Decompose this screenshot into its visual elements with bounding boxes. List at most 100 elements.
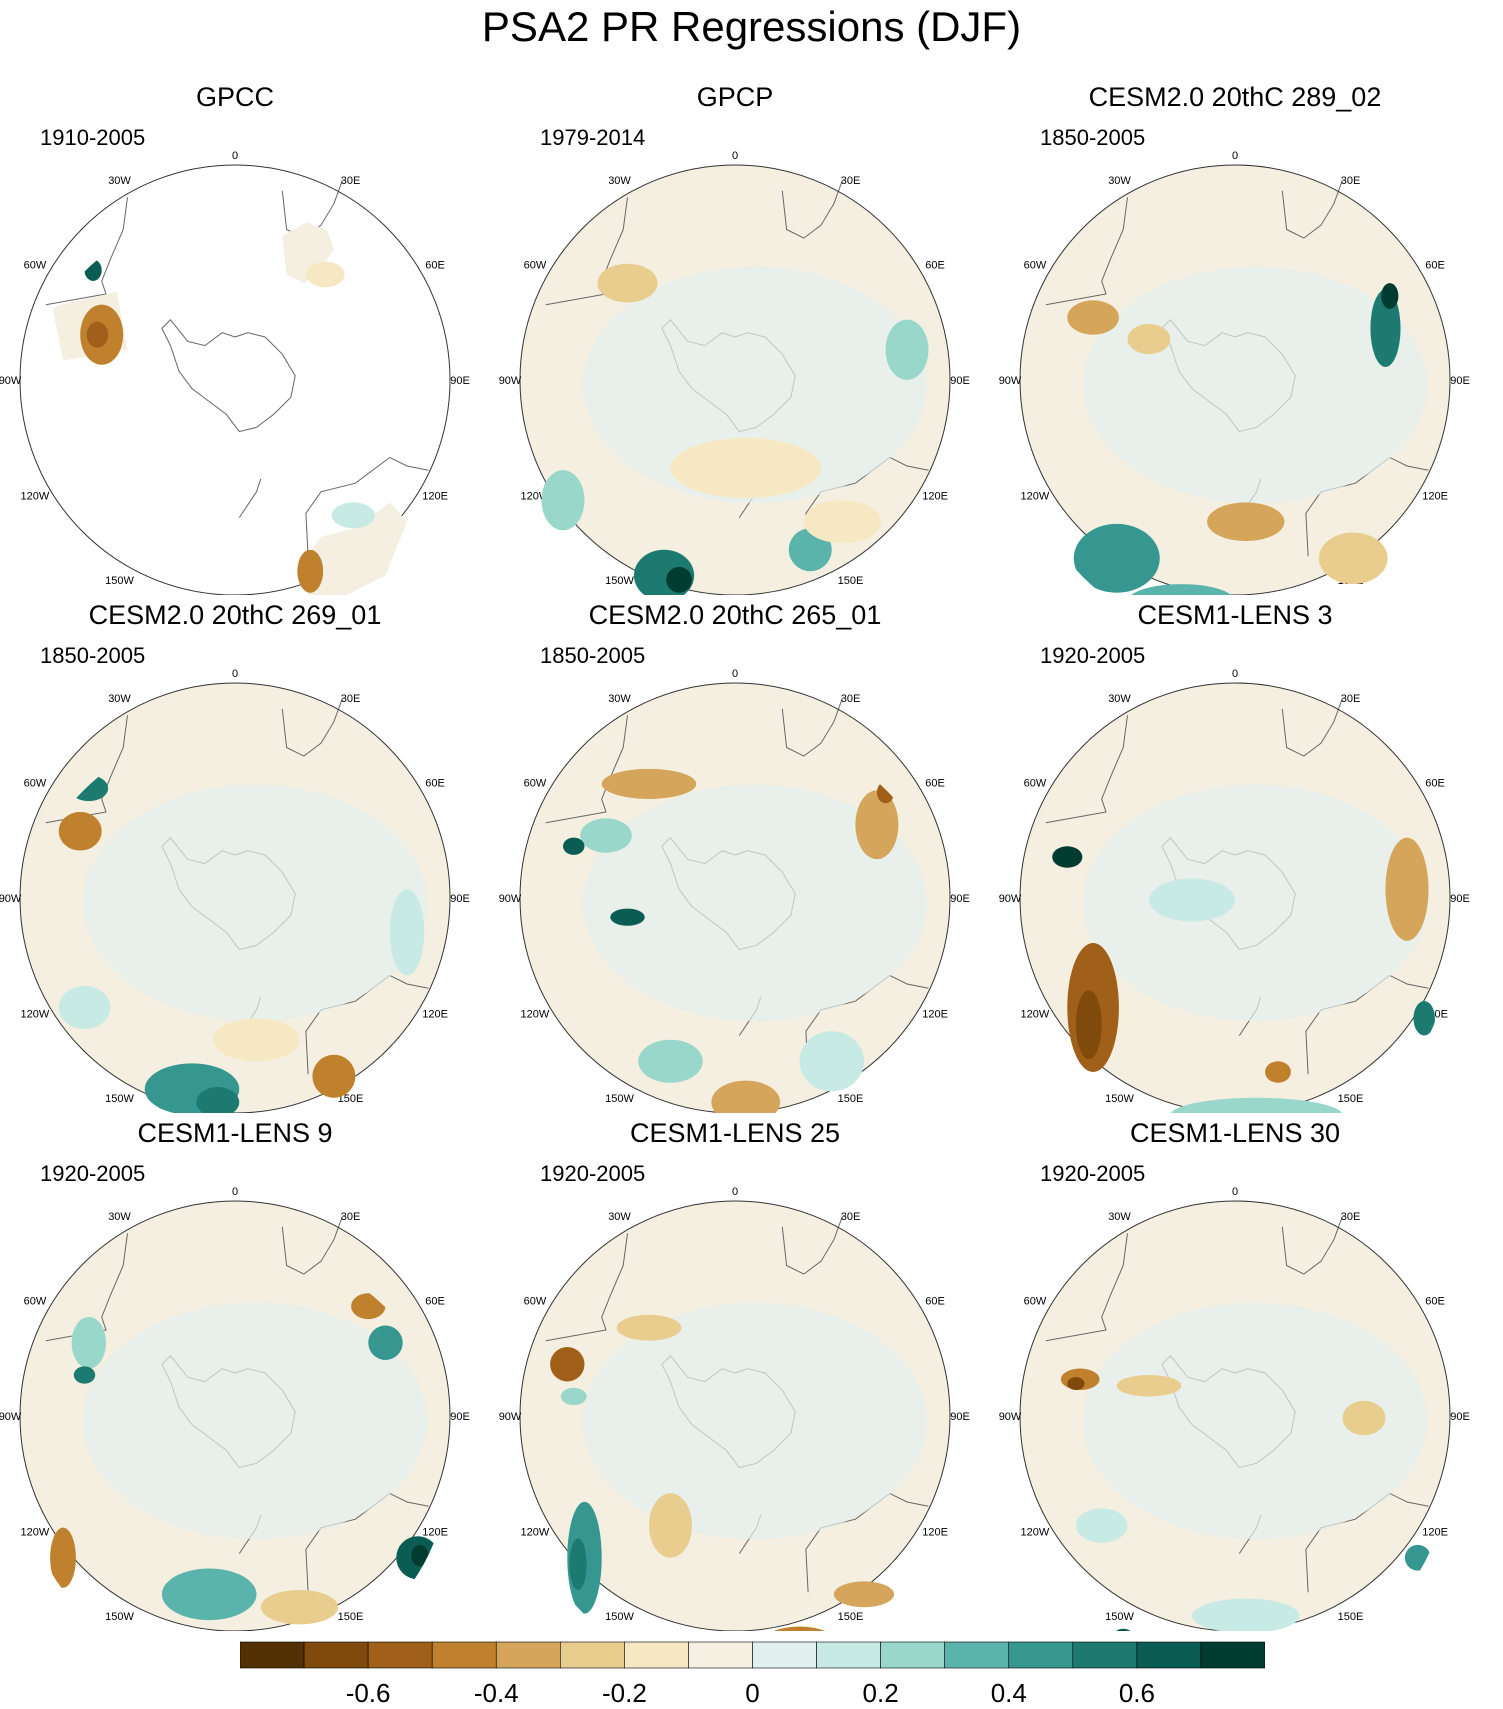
anomaly-contour xyxy=(213,1018,300,1062)
anomaly-contour xyxy=(1067,300,1119,335)
map-border xyxy=(19,1200,451,1631)
coastline xyxy=(305,1492,429,1593)
longitude-label: 90E xyxy=(1450,375,1470,387)
longitude-label: 150E xyxy=(838,1611,864,1623)
longitude-label: 90E xyxy=(1450,893,1470,905)
field-shading xyxy=(83,784,427,1022)
coastline xyxy=(1045,1233,1128,1342)
longitude-label: 90E xyxy=(450,1411,470,1423)
panel-title: CESM1-LENS 9 xyxy=(137,1118,333,1148)
longitude-label: 150W xyxy=(105,1611,134,1623)
longitude-label: 60E xyxy=(425,1296,445,1308)
anomaly-contour xyxy=(833,1581,895,1608)
panel-title: CESM2.0 20thC 265_01 xyxy=(588,600,882,630)
longitude-label: 0 xyxy=(1232,1186,1238,1198)
anomaly-contour xyxy=(1067,1377,1085,1391)
period-label: 1920-2005 xyxy=(1040,1161,1146,1186)
colorbar-bin xyxy=(880,1641,945,1669)
coastline xyxy=(781,179,843,239)
longitude-label: 120E xyxy=(422,1009,448,1021)
anomaly-contour xyxy=(1265,1061,1291,1083)
anomaly-contour xyxy=(389,889,425,976)
anomaly-contour xyxy=(1192,1598,1300,1631)
longitude-label: 30W xyxy=(108,1211,131,1223)
colorbar-tick-label: 0.4 xyxy=(991,1678,1027,1708)
coastline xyxy=(805,456,929,557)
anomaly-contour xyxy=(73,1366,96,1384)
longitude-label: 120E xyxy=(422,1527,448,1539)
longitude-label: 150W xyxy=(605,575,634,587)
longitude-label: 30E xyxy=(341,693,361,705)
anomaly-contour xyxy=(58,986,111,1029)
field-shading xyxy=(1083,266,1427,504)
longitude-label: 120E xyxy=(1422,1527,1448,1539)
colorbar-bin xyxy=(816,1641,881,1669)
longitude-label: 30W xyxy=(108,693,131,705)
longitude-label: 150W xyxy=(1105,1093,1134,1105)
figure-title: PSA2 PR Regressions (DJF) xyxy=(481,3,1022,50)
anomaly-contour xyxy=(1342,1400,1386,1436)
longitude-label: 30E xyxy=(341,175,361,187)
panel-title: CESM2.0 20thC 269_01 xyxy=(88,600,382,630)
longitude-label: 30W xyxy=(608,175,631,187)
polar-map: 030E60E90E120E150E180150W120W90W60W30W xyxy=(0,150,470,595)
map-border xyxy=(519,682,951,1113)
longitude-label: 90E xyxy=(950,893,970,905)
colorbar-bin xyxy=(1008,1641,1074,1669)
coastline xyxy=(281,1215,343,1275)
longitude-label: 150W xyxy=(105,575,134,587)
longitude-label: 60W xyxy=(24,260,47,272)
longitude-label: 60E xyxy=(425,778,445,790)
longitude-label: 0 xyxy=(1232,668,1238,680)
anomaly-contour xyxy=(580,818,632,853)
anomaly-contour xyxy=(1370,289,1401,367)
longitude-label: 30E xyxy=(841,175,861,187)
land-shading xyxy=(305,502,407,595)
colorbar-bin xyxy=(1136,1641,1202,1669)
longitude-label: 120W xyxy=(1021,1009,1050,1021)
colorbar-tick-label: 0.2 xyxy=(863,1678,899,1708)
anomaly-contour xyxy=(541,470,585,531)
coastline xyxy=(1305,1492,1429,1593)
colorbar-bin xyxy=(431,1641,497,1669)
anomaly-contour xyxy=(1318,532,1388,585)
longitude-label: 60W xyxy=(1024,260,1047,272)
field-shading xyxy=(583,1302,927,1540)
coastline xyxy=(1281,179,1343,239)
anomaly-contour xyxy=(312,1054,356,1098)
anomaly-contour xyxy=(649,1493,692,1558)
map-panel: CESM2.0 20thC 269_01 0 30E 60E 90E 120E 150E 18… xyxy=(0,598,470,1113)
longitude-label: 120E xyxy=(922,1527,948,1539)
longitude-label: 90W xyxy=(499,375,522,387)
longitude-label: 0 xyxy=(1232,150,1238,162)
map-panel: GPCP030E60E90E120E150E180150W120W90W60W3… xyxy=(499,80,970,595)
longitude-label: 0 xyxy=(732,150,738,162)
anomaly-contour xyxy=(610,908,645,926)
anomaly-contour xyxy=(597,263,658,303)
anomaly-contour xyxy=(616,1314,682,1341)
anomaly-contour xyxy=(1170,1097,1343,1113)
longitude-label: 90E xyxy=(450,375,470,387)
longitude-label: 90W xyxy=(999,375,1022,387)
panel-title: CESM1-LENS 3 xyxy=(1137,600,1333,630)
anomaly-contour xyxy=(1116,1375,1182,1397)
anomaly-contour xyxy=(799,1031,864,1092)
period-label: 1920-2005 xyxy=(1040,643,1146,668)
longitude-label: 60W xyxy=(1024,1296,1047,1308)
longitude-label: 150E xyxy=(838,1093,864,1105)
colorbar-tick-label: 0.6 xyxy=(1119,1678,1155,1708)
anomaly-contour xyxy=(1381,283,1399,309)
period-label: 1979-2014 xyxy=(540,125,646,150)
anomaly-contour xyxy=(331,502,375,529)
anomaly-contour xyxy=(297,549,324,593)
panel-title: CESM1-LENS 30 xyxy=(1129,1118,1341,1148)
map-border xyxy=(519,164,951,595)
longitude-label: 30E xyxy=(841,1211,861,1223)
polar-map: 030E60E90E120E150E180150W120W90W60W30W xyxy=(499,150,970,595)
longitude-label: 120W xyxy=(1021,491,1050,503)
coastline xyxy=(1045,715,1128,824)
anomaly-contour xyxy=(1127,584,1235,595)
longitude-label: 90E xyxy=(950,1411,970,1423)
coastline xyxy=(1281,697,1343,757)
panel-title: GPCP xyxy=(696,82,774,112)
